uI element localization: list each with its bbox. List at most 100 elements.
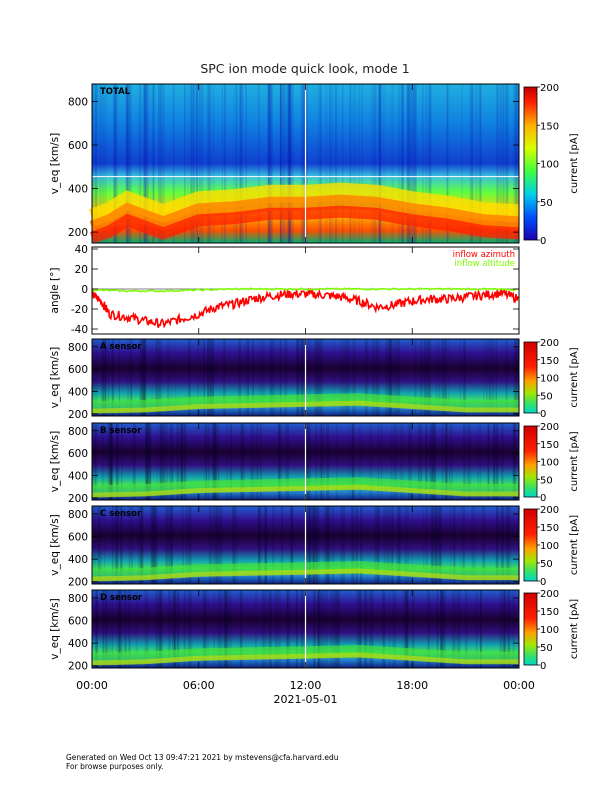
heatmap-texture	[387, 339, 391, 416]
heatmap-texture	[446, 84, 448, 243]
heatmap-texture	[388, 339, 390, 416]
heatmap-texture	[428, 84, 431, 243]
heatmap-texture	[169, 423, 171, 500]
heatmap-texture	[396, 506, 399, 584]
heatmap-texture	[393, 339, 396, 416]
heatmap-texture	[240, 423, 243, 500]
heatmap-texture	[238, 339, 241, 416]
panel-label: B sensor	[100, 426, 142, 436]
heatmap-texture	[401, 590, 404, 668]
heatmap-texture	[476, 84, 478, 243]
heatmap-texture	[245, 84, 247, 243]
y-tick-label: 0	[81, 284, 88, 296]
heatmap-texture	[270, 84, 273, 243]
heatmap-texture	[139, 339, 141, 416]
heatmap-texture	[312, 590, 316, 668]
heatmap-texture	[515, 339, 519, 416]
heatmap-texture	[431, 506, 435, 584]
panel-4: B sensor 0 50 100 150 200 current [pA] 200 400 60…	[49, 422, 580, 505]
heatmap-texture	[174, 590, 177, 668]
heatmap-texture	[251, 339, 254, 416]
heatmap-texture	[260, 423, 262, 500]
heatmap-texture	[226, 423, 228, 500]
heatmap-texture	[274, 339, 278, 416]
heatmap-texture	[383, 506, 386, 584]
panel-label: TOTAL	[100, 87, 131, 97]
heatmap-texture	[469, 423, 472, 500]
heatmap-texture	[460, 506, 462, 584]
heatmap-texture	[303, 84, 306, 243]
heatmap-texture	[161, 423, 164, 500]
heatmap-texture	[225, 590, 227, 668]
heatmap-texture	[505, 339, 509, 416]
heatmap-texture	[388, 506, 391, 584]
heatmap-texture	[156, 423, 158, 500]
peak-ridge-band	[88, 182, 520, 227]
heatmap-texture	[239, 590, 241, 668]
panel-label: C sensor	[100, 509, 142, 519]
heatmap-texture	[143, 339, 146, 416]
heatmap-texture	[191, 590, 193, 668]
heatmap-texture	[115, 590, 118, 668]
heatmap-texture	[419, 423, 423, 500]
heatmap-texture	[496, 506, 498, 584]
heatmap-texture	[360, 506, 363, 584]
panel-1: TOTAL 0 50 100 150 200 current [pA] 200 400 600 80…	[49, 83, 580, 247]
heatmap-texture	[100, 506, 102, 584]
heatmap-texture	[388, 590, 391, 668]
heatmap-texture	[429, 339, 432, 416]
heatmap-texture	[258, 84, 260, 243]
heatmap-texture	[116, 506, 120, 584]
legend-entry: inflow altitude	[454, 259, 515, 269]
heatmap-texture	[167, 339, 170, 416]
heatmap-texture	[411, 506, 414, 584]
colorbar-label: current [pA]	[569, 347, 580, 407]
heatmap-texture	[119, 506, 123, 584]
y-axis-label: v_eq [km/s]	[49, 431, 61, 492]
heatmap-texture	[329, 84, 332, 243]
heatmap-texture	[383, 590, 385, 668]
figure-title: SPC ion mode quick look, mode 1	[200, 61, 409, 76]
heatmap-texture	[297, 339, 300, 416]
heatmap-texture	[174, 339, 177, 416]
footer-browse-line: For browse purposes only.	[66, 762, 164, 771]
heatmap-texture	[501, 506, 505, 584]
heatmap-texture	[336, 590, 339, 668]
heatmap-texture	[444, 423, 448, 500]
heatmap-texture	[156, 590, 157, 668]
heatmap-texture	[430, 423, 433, 500]
heatmap-texture	[486, 339, 488, 416]
heatmap-texture	[413, 84, 417, 243]
heatmap-texture	[113, 506, 116, 584]
heatmap-texture	[104, 339, 107, 416]
heatmap-texture	[415, 84, 417, 243]
heatmap-texture	[336, 590, 340, 668]
heatmap-texture	[153, 506, 156, 584]
heatmap-texture	[157, 339, 161, 416]
colorbar-tick-label: 200	[540, 589, 559, 600]
heatmap-texture	[268, 84, 271, 243]
heatmap-texture	[351, 506, 355, 584]
heatmap-texture	[335, 84, 337, 243]
heatmap-texture	[441, 423, 444, 500]
heatmap-texture	[296, 590, 298, 668]
colorbar-tick-label: 200	[540, 338, 559, 349]
heatmap-texture	[117, 590, 120, 668]
heatmap-texture	[427, 339, 430, 416]
heatmap-texture	[326, 506, 329, 584]
heatmap-texture	[120, 506, 123, 584]
heatmap-texture	[446, 84, 450, 243]
heatmap-texture	[479, 423, 482, 500]
y-tick-label: 40	[75, 244, 88, 256]
heatmap-texture	[514, 84, 517, 243]
heatmap-texture	[345, 339, 348, 416]
heatmap-texture	[389, 339, 392, 416]
heatmap-texture	[109, 423, 113, 500]
heatmap-texture	[235, 84, 238, 243]
heatmap-texture	[201, 84, 204, 243]
heatmap-texture	[270, 339, 272, 416]
heatmap-texture	[149, 423, 152, 500]
heatmap-texture	[412, 84, 416, 243]
heatmap-texture	[395, 423, 397, 500]
